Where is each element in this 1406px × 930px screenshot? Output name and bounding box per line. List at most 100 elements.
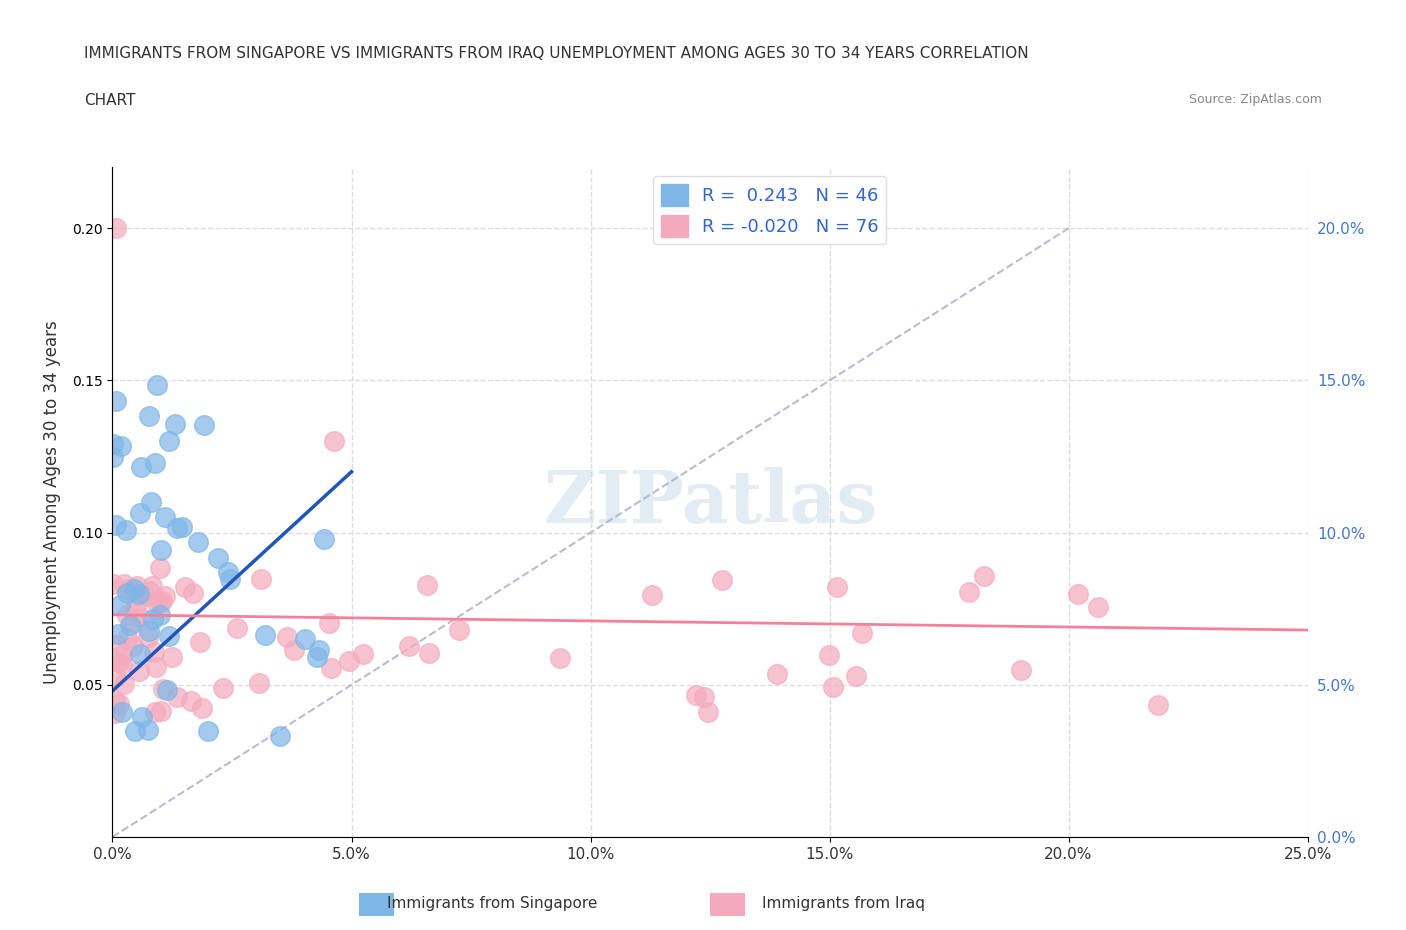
Point — [294, 631, 316, 646]
Point — [125, 589, 148, 604]
Point — [115, 586, 138, 601]
Point — [305, 650, 328, 665]
Point — [145, 378, 167, 392]
Point — [135, 589, 157, 604]
Point — [163, 417, 186, 432]
Text: Immigrants from Singapore: Immigrants from Singapore — [387, 897, 598, 911]
Point — [318, 616, 340, 631]
Legend: R =  0.243   N = 46, R = -0.020   N = 76: R = 0.243 N = 46, R = -0.020 N = 76 — [654, 177, 886, 244]
Point — [641, 587, 664, 602]
Point — [111, 704, 134, 719]
Point — [124, 614, 146, 629]
Point — [322, 434, 344, 449]
Point — [127, 578, 149, 593]
Point — [218, 572, 240, 587]
Point — [766, 666, 789, 681]
Point — [821, 680, 844, 695]
Point — [103, 449, 125, 464]
Point — [141, 578, 163, 593]
Point — [217, 565, 239, 579]
Point — [172, 520, 194, 535]
Y-axis label: Unemployment Among Ages 30 to 34 years: Unemployment Among Ages 30 to 34 years — [44, 320, 60, 684]
Point — [156, 683, 179, 698]
Point — [191, 700, 214, 715]
Text: Immigrants from Iraq: Immigrants from Iraq — [762, 897, 925, 911]
Point — [111, 657, 134, 671]
Point — [118, 581, 141, 596]
Point — [1146, 698, 1168, 712]
Point — [1087, 600, 1109, 615]
Point — [131, 710, 153, 724]
Point — [180, 694, 202, 709]
Point — [157, 434, 180, 449]
Point — [149, 608, 172, 623]
Point — [101, 436, 124, 451]
Point — [104, 694, 127, 709]
Point — [352, 646, 374, 661]
Point — [710, 572, 733, 587]
Point — [152, 681, 174, 696]
Point — [129, 506, 152, 521]
Point — [845, 669, 868, 684]
Point — [129, 459, 152, 474]
Point — [174, 579, 197, 594]
Point — [143, 705, 166, 720]
Point — [153, 589, 176, 604]
Point — [308, 643, 330, 658]
Point — [150, 593, 173, 608]
Point — [112, 577, 135, 591]
Point — [128, 663, 150, 678]
Point — [122, 581, 145, 596]
Text: Source: ZipAtlas.com: Source: ZipAtlas.com — [1188, 93, 1322, 106]
Point — [187, 535, 209, 550]
Point — [124, 724, 146, 738]
Point — [321, 660, 343, 675]
Point — [1067, 587, 1090, 602]
Point — [138, 623, 160, 638]
Point — [149, 595, 172, 610]
Point — [207, 551, 229, 565]
Point — [125, 599, 148, 614]
Point — [129, 610, 152, 625]
Point — [253, 628, 276, 643]
Point — [104, 669, 127, 684]
Point — [449, 623, 471, 638]
Point — [957, 585, 980, 600]
Text: IMMIGRANTS FROM SINGAPORE VS IMMIGRANTS FROM IRAQ UNEMPLOYMENT AMONG AGES 30 TO : IMMIGRANTS FROM SINGAPORE VS IMMIGRANTS … — [84, 46, 1029, 61]
Point — [142, 644, 165, 659]
Point — [112, 676, 135, 691]
Point — [337, 654, 360, 669]
Point — [115, 608, 138, 623]
Point — [548, 650, 571, 665]
Point — [283, 643, 305, 658]
Point — [150, 543, 173, 558]
Point — [188, 634, 211, 649]
Point — [160, 649, 183, 664]
Point — [398, 638, 420, 653]
Point — [693, 689, 716, 704]
Point — [138, 408, 160, 423]
Point — [115, 631, 138, 645]
Text: CHART: CHART — [84, 93, 136, 108]
Point — [136, 723, 159, 737]
Point — [111, 648, 134, 663]
Point — [108, 655, 131, 670]
Point — [108, 696, 131, 711]
Point — [105, 517, 128, 532]
Point — [314, 532, 336, 547]
Point — [120, 618, 142, 632]
Point — [157, 629, 180, 644]
Point — [415, 578, 437, 592]
Point — [696, 704, 718, 719]
Point — [145, 659, 167, 674]
Point — [1010, 662, 1032, 677]
Point — [128, 586, 150, 601]
Point — [418, 645, 440, 660]
Point — [166, 690, 188, 705]
Point — [105, 393, 128, 408]
Point — [250, 572, 273, 587]
Point — [136, 630, 159, 644]
Point — [226, 620, 249, 635]
Point — [105, 220, 128, 235]
Point — [181, 586, 204, 601]
